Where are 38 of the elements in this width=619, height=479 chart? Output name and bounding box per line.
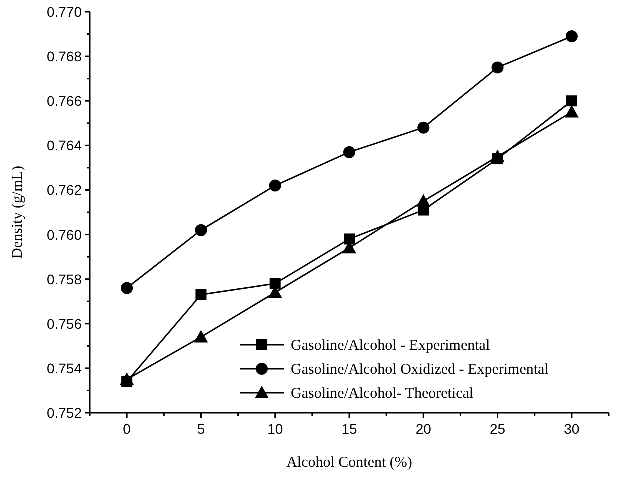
y-axis-title: Density (g/mL) <box>10 166 26 259</box>
point <box>344 146 356 158</box>
x-tick-label: 10 <box>268 421 284 437</box>
x-tick-label: 0 <box>123 421 132 437</box>
point <box>490 150 505 162</box>
point <box>564 105 579 118</box>
point <box>418 122 430 134</box>
x-tick-label: 30 <box>564 421 580 437</box>
y-tick-label: 0.766 <box>46 93 82 110</box>
y-tick-label: 0.756 <box>46 316 82 332</box>
y-tick-label: 0.770 <box>46 4 82 20</box>
legend-label: Gasoline/Alcohol - Experimental <box>291 338 490 354</box>
point <box>194 330 208 343</box>
x-tick-label: 25 <box>490 421 506 437</box>
x-tick-label: 15 <box>342 421 358 437</box>
y-tick-label: 0.758 <box>46 271 82 288</box>
point <box>269 180 282 192</box>
x-tick-label: 20 <box>416 421 432 437</box>
point <box>344 234 355 245</box>
point <box>416 194 431 207</box>
x-tick-label: 5 <box>197 421 206 437</box>
y-tick-label: 0.752 <box>46 405 82 421</box>
point <box>195 224 208 236</box>
point <box>121 282 134 294</box>
point <box>270 278 281 290</box>
y-tick-label: 0.760 <box>46 226 82 243</box>
point <box>566 30 578 43</box>
legend-label: Gasoline/Alcohol Oxidized - Experimental <box>291 362 549 378</box>
y-tick-label: 0.764 <box>46 138 82 154</box>
point <box>492 62 504 74</box>
y-tick-label: 0.768 <box>46 48 82 65</box>
point <box>566 96 578 107</box>
point <box>120 372 134 386</box>
x-axis-title: Alcohol Content (%) <box>286 455 412 471</box>
y-tick-label: 0.754 <box>46 360 82 376</box>
legend-label: Gasoline/Alcohol- Theoretical <box>291 386 474 402</box>
y-tick-label: 0.762 <box>46 182 82 198</box>
point <box>196 289 207 300</box>
